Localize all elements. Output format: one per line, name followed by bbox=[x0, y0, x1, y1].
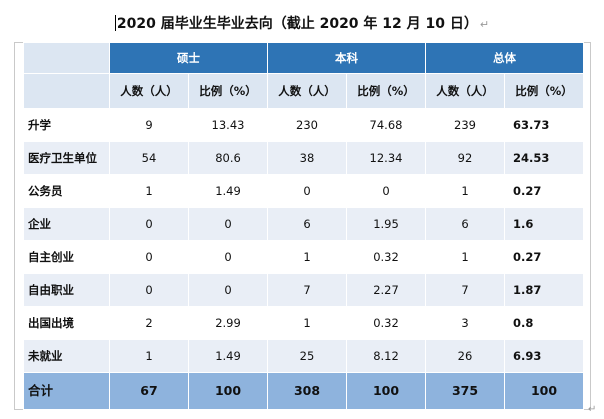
table-cell: 54 bbox=[109, 141, 189, 175]
table-cell: 1 bbox=[425, 240, 505, 274]
destination-table: 硕士 本科 总体 人数（人） 比例（%） 人数（人） 比例（%） 人数（人） 比… bbox=[23, 42, 584, 410]
table-cell: 1 bbox=[267, 240, 347, 274]
table-row: 医疗卫生单位 54 80.6 38 12.34 92 24.53 bbox=[23, 141, 584, 175]
table-cell: 7 bbox=[267, 273, 347, 307]
header-corner-cell bbox=[23, 42, 110, 74]
table-cell: 1 bbox=[109, 339, 189, 373]
table-cell: 1.49 bbox=[188, 174, 268, 208]
table-cell: 0.27 bbox=[504, 240, 584, 274]
table-cell: 1.6 bbox=[504, 207, 584, 241]
row-label: 升学 bbox=[23, 108, 110, 142]
total-label: 合计 bbox=[23, 372, 110, 410]
subheader-count: 人数（人） bbox=[109, 73, 189, 109]
table-cell: 6 bbox=[267, 207, 347, 241]
table-cell: 239 bbox=[425, 108, 505, 142]
table-cell: 0.8 bbox=[504, 306, 584, 340]
table-cell: 0.32 bbox=[346, 240, 426, 274]
table-cell: 25 bbox=[267, 339, 347, 373]
table-cell: 92 bbox=[425, 141, 505, 175]
row-label: 企业 bbox=[23, 207, 110, 241]
table-cell: 2.27 bbox=[346, 273, 426, 307]
table-cell: 6.93 bbox=[504, 339, 584, 373]
table-cell: 3 bbox=[425, 306, 505, 340]
total-cell: 67 bbox=[109, 372, 189, 410]
table-cell: 2 bbox=[109, 306, 189, 340]
subheader-count: 人数（人） bbox=[267, 73, 347, 109]
table-cell: 0 bbox=[188, 240, 268, 274]
group-header-master: 硕士 bbox=[109, 42, 268, 74]
table-row: 升学 9 13.43 230 74.68 239 63.73 bbox=[23, 108, 584, 142]
table-cell: 9 bbox=[109, 108, 189, 142]
subheader-count: 人数（人） bbox=[425, 73, 505, 109]
table-cell: 1 bbox=[109, 174, 189, 208]
table-cell: 13.43 bbox=[188, 108, 268, 142]
total-cell: 100 bbox=[188, 372, 268, 410]
table-cell: 0.32 bbox=[346, 306, 426, 340]
table-cell: 0 bbox=[109, 207, 189, 241]
table-cell: 1.49 bbox=[188, 339, 268, 373]
row-label: 自主创业 bbox=[23, 240, 110, 274]
table-cell: 80.6 bbox=[188, 141, 268, 175]
table-row: 自主创业 0 0 1 0.32 1 0.27 bbox=[23, 240, 584, 274]
row-label: 自由职业 bbox=[23, 273, 110, 307]
table-cell: 6 bbox=[425, 207, 505, 241]
paragraph-mark-icon: ↵ bbox=[588, 404, 597, 415]
group-header-overall: 总体 bbox=[425, 42, 584, 74]
table-cell: 0 bbox=[267, 174, 347, 208]
table-cell: 1.87 bbox=[504, 273, 584, 307]
total-cell: 100 bbox=[504, 372, 584, 410]
table-row: 出国出境 2 2.99 1 0.32 3 0.8 bbox=[23, 306, 584, 340]
table-cell: 0 bbox=[346, 174, 426, 208]
row-label: 公务员 bbox=[23, 174, 110, 208]
table-cell: 8.12 bbox=[346, 339, 426, 373]
subheader-row: 人数（人） 比例（%） 人数（人） 比例（%） 人数（人） 比例（%） bbox=[23, 73, 584, 109]
table-cell: 24.53 bbox=[504, 141, 584, 175]
document-title: 2020 届毕业生毕业去向（截止 2020 年 12 月 10 日） ↵ bbox=[0, 13, 604, 33]
table-cell: 1 bbox=[425, 174, 505, 208]
title-text: 2020 届毕业生毕业去向（截止 2020 年 12 月 10 日） bbox=[116, 16, 478, 32]
total-row: 合计 67 100 308 100 375 100 bbox=[23, 372, 584, 410]
table-cell: 0 bbox=[188, 207, 268, 241]
subheader-ratio: 比例（%） bbox=[504, 73, 584, 109]
table-cell: 230 bbox=[267, 108, 347, 142]
subheader-ratio: 比例（%） bbox=[346, 73, 426, 109]
table-cell: 26 bbox=[425, 339, 505, 373]
text-cursor bbox=[114, 15, 116, 31]
table-cell: 1.95 bbox=[346, 207, 426, 241]
row-label: 未就业 bbox=[23, 339, 110, 373]
group-header-bachelor: 本科 bbox=[267, 42, 426, 74]
total-cell: 375 bbox=[425, 372, 505, 410]
table-cell: 12.34 bbox=[346, 141, 426, 175]
total-cell: 308 bbox=[267, 372, 347, 410]
row-label: 医疗卫生单位 bbox=[23, 141, 110, 175]
table-row: 公务员 1 1.49 0 0 1 0.27 bbox=[23, 174, 584, 208]
table-cell: 0 bbox=[188, 273, 268, 307]
table-cell: 74.68 bbox=[346, 108, 426, 142]
table-cell: 0.27 bbox=[504, 174, 584, 208]
table-cell: 63.73 bbox=[504, 108, 584, 142]
table-row: 未就业 1 1.49 25 8.12 26 6.93 bbox=[23, 339, 584, 373]
table-cell: 2.99 bbox=[188, 306, 268, 340]
paragraph-mark-icon: ↵ bbox=[479, 18, 490, 31]
table-cell: 7 bbox=[425, 273, 505, 307]
table-cell: 0 bbox=[109, 240, 189, 274]
table-cell: 0 bbox=[109, 273, 189, 307]
table-row: 自由职业 0 0 7 2.27 7 1.87 bbox=[23, 273, 584, 307]
table-cell: 38 bbox=[267, 141, 347, 175]
table-cell: 1 bbox=[267, 306, 347, 340]
group-header-row: 硕士 本科 总体 bbox=[23, 42, 584, 74]
row-label: 出国出境 bbox=[23, 306, 110, 340]
subheader-ratio: 比例（%） bbox=[188, 73, 268, 109]
subheader-corner-cell bbox=[23, 73, 110, 109]
total-cell: 100 bbox=[346, 372, 426, 410]
table-row: 企业 0 0 6 1.95 6 1.6 bbox=[23, 207, 584, 241]
